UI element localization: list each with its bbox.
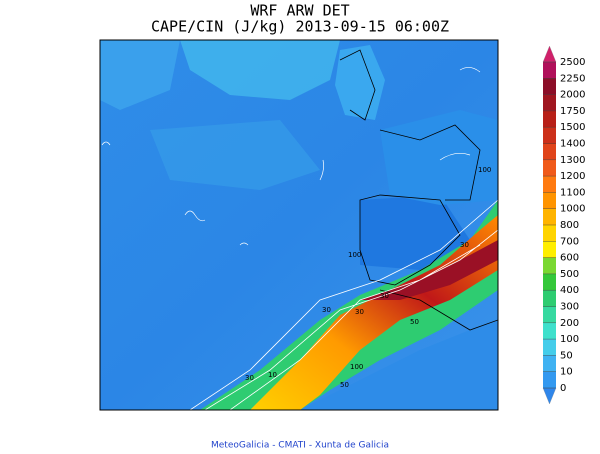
colorbar-cell (543, 62, 556, 79)
contour (189, 199, 498, 410)
map (100, 40, 498, 410)
coastline (339, 49, 498, 331)
colorbar-cell (543, 127, 556, 144)
colorbar-cell (543, 290, 556, 307)
colorbar-label: 800 (560, 220, 579, 231)
colorbar-label: 1100 (560, 187, 585, 198)
colorbar-label: 1200 (560, 171, 585, 182)
colorbar-label: 400 (560, 285, 579, 296)
colorbar-label: 1400 (560, 139, 585, 150)
colorbar-cell (543, 339, 556, 356)
contour (101, 67, 481, 246)
colorbar-cell (543, 110, 556, 128)
title: WRF ARW DET (250, 2, 349, 20)
contour-label: 50 (340, 381, 349, 389)
colorbar-label: 600 (560, 253, 579, 264)
land-africa (300, 320, 498, 410)
colorbar-label: 200 (560, 318, 579, 329)
subtitle: CAPE/CIN (J/kg) 2013-09-15 06:00Z (151, 18, 449, 36)
colorbar-label: 2500 (560, 57, 585, 68)
field-area (200, 200, 498, 410)
colorbar-cell (543, 176, 556, 193)
colorbar-label: 2250 (560, 73, 585, 84)
contour-label: 100 (350, 363, 363, 371)
colorbar-label: 300 (560, 302, 579, 313)
colorbar-cell (543, 273, 556, 291)
colorbar-label: 500 (560, 269, 579, 280)
colorbar-cell (543, 78, 556, 95)
colorbar-label: 1300 (560, 155, 585, 166)
footer: MeteoGalicia - CMATI - Xunta de Galicia (211, 441, 389, 451)
colorbar-cell (543, 225, 556, 242)
land-britain (335, 45, 385, 120)
colorbar-cell (543, 192, 556, 209)
colorbar-label: 700 (560, 236, 579, 247)
colorbar-cell (543, 94, 556, 111)
colorbar-cell (543, 257, 556, 274)
colorbar-label: 100 (560, 334, 579, 345)
land-iberia (360, 195, 470, 270)
field-area (360, 240, 498, 300)
colorbar-extend (542, 45, 557, 63)
colorbar-label: 50 (560, 350, 573, 361)
colorbar-cell (543, 241, 556, 258)
colorbar-cell (543, 143, 556, 160)
field-area (100, 40, 180, 110)
colorbar-label: 10 (560, 367, 573, 378)
land-france (380, 110, 498, 205)
colorbar-cell (543, 159, 556, 177)
colorbar-label: 1500 (560, 122, 585, 133)
colorbar-cell (543, 322, 556, 340)
field-area (180, 40, 340, 100)
contour-label: 30 (245, 374, 254, 382)
contour-label: 100 (348, 251, 361, 259)
colorbar-label: 2000 (560, 90, 585, 101)
contour-label: 30 (460, 241, 469, 249)
map-frame (99, 39, 499, 411)
colorbar-cell (543, 355, 556, 372)
colorbar-label: 1750 (560, 106, 585, 117)
contour-label: 100 (478, 166, 491, 174)
field-area (150, 120, 320, 190)
contour-label: 30 (322, 306, 331, 314)
colorbar: 0 10 50 100 200 300 400 500 600 700 800 1000 1100 120… (542, 45, 585, 405)
contour-label: 10 (268, 371, 277, 379)
colorbar-cell (543, 208, 556, 225)
contour-label: 50 (410, 318, 419, 326)
contour-label: 30 (380, 292, 389, 300)
colorbar-label: 1000 (560, 204, 585, 215)
colorbar-label: 0 (560, 383, 566, 394)
colorbar-cell (543, 371, 556, 388)
colorbar-cell (543, 306, 556, 323)
colorbar-extend (542, 387, 557, 405)
contour-label: 30 (355, 308, 364, 316)
field-area (250, 215, 498, 410)
